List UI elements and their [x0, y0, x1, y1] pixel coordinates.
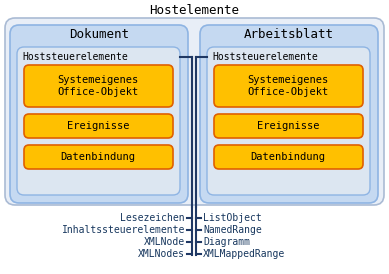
Text: Hoststeuerelemente: Hoststeuerelemente [212, 52, 318, 62]
Text: Dokument: Dokument [69, 28, 129, 41]
FancyBboxPatch shape [17, 47, 180, 195]
Text: Systemeigenes
Office-Objekt: Systemeigenes Office-Objekt [247, 75, 329, 97]
FancyBboxPatch shape [24, 114, 173, 138]
FancyBboxPatch shape [5, 18, 384, 205]
Text: NamedRange: NamedRange [203, 225, 262, 235]
Text: Inhaltssteuerelemente: Inhaltssteuerelemente [61, 225, 185, 235]
FancyBboxPatch shape [214, 114, 363, 138]
Text: Systemeigenes
Office-Objekt: Systemeigenes Office-Objekt [57, 75, 138, 97]
Text: Lesezeichen: Lesezeichen [120, 213, 185, 223]
Text: Arbeitsblatt: Arbeitsblatt [244, 28, 334, 41]
Text: Hoststeuerelemente: Hoststeuerelemente [22, 52, 128, 62]
FancyBboxPatch shape [214, 145, 363, 169]
Text: ListObject: ListObject [203, 213, 262, 223]
FancyBboxPatch shape [10, 25, 188, 203]
FancyBboxPatch shape [24, 65, 173, 107]
FancyBboxPatch shape [200, 25, 378, 203]
FancyBboxPatch shape [24, 145, 173, 169]
Text: XMLMappedRange: XMLMappedRange [203, 249, 285, 259]
Text: Hostelemente: Hostelemente [149, 4, 239, 16]
Text: XMLNode: XMLNode [144, 237, 185, 247]
FancyBboxPatch shape [207, 47, 370, 195]
Text: Ereignisse: Ereignisse [257, 121, 319, 131]
FancyBboxPatch shape [214, 65, 363, 107]
Text: XMLNodes: XMLNodes [138, 249, 185, 259]
Text: Ereignisse: Ereignisse [67, 121, 129, 131]
Text: Datenbindung: Datenbindung [61, 152, 135, 162]
Text: Datenbindung: Datenbindung [251, 152, 326, 162]
Text: Diagramm: Diagramm [203, 237, 250, 247]
